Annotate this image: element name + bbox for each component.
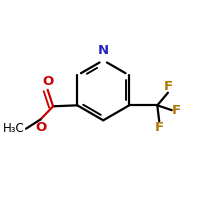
Text: F: F	[155, 121, 164, 134]
Text: H₃C: H₃C	[3, 122, 25, 135]
Text: N: N	[98, 44, 109, 57]
Text: O: O	[35, 121, 47, 134]
Text: F: F	[163, 80, 172, 93]
Text: O: O	[42, 75, 53, 88]
Text: F: F	[172, 104, 181, 117]
